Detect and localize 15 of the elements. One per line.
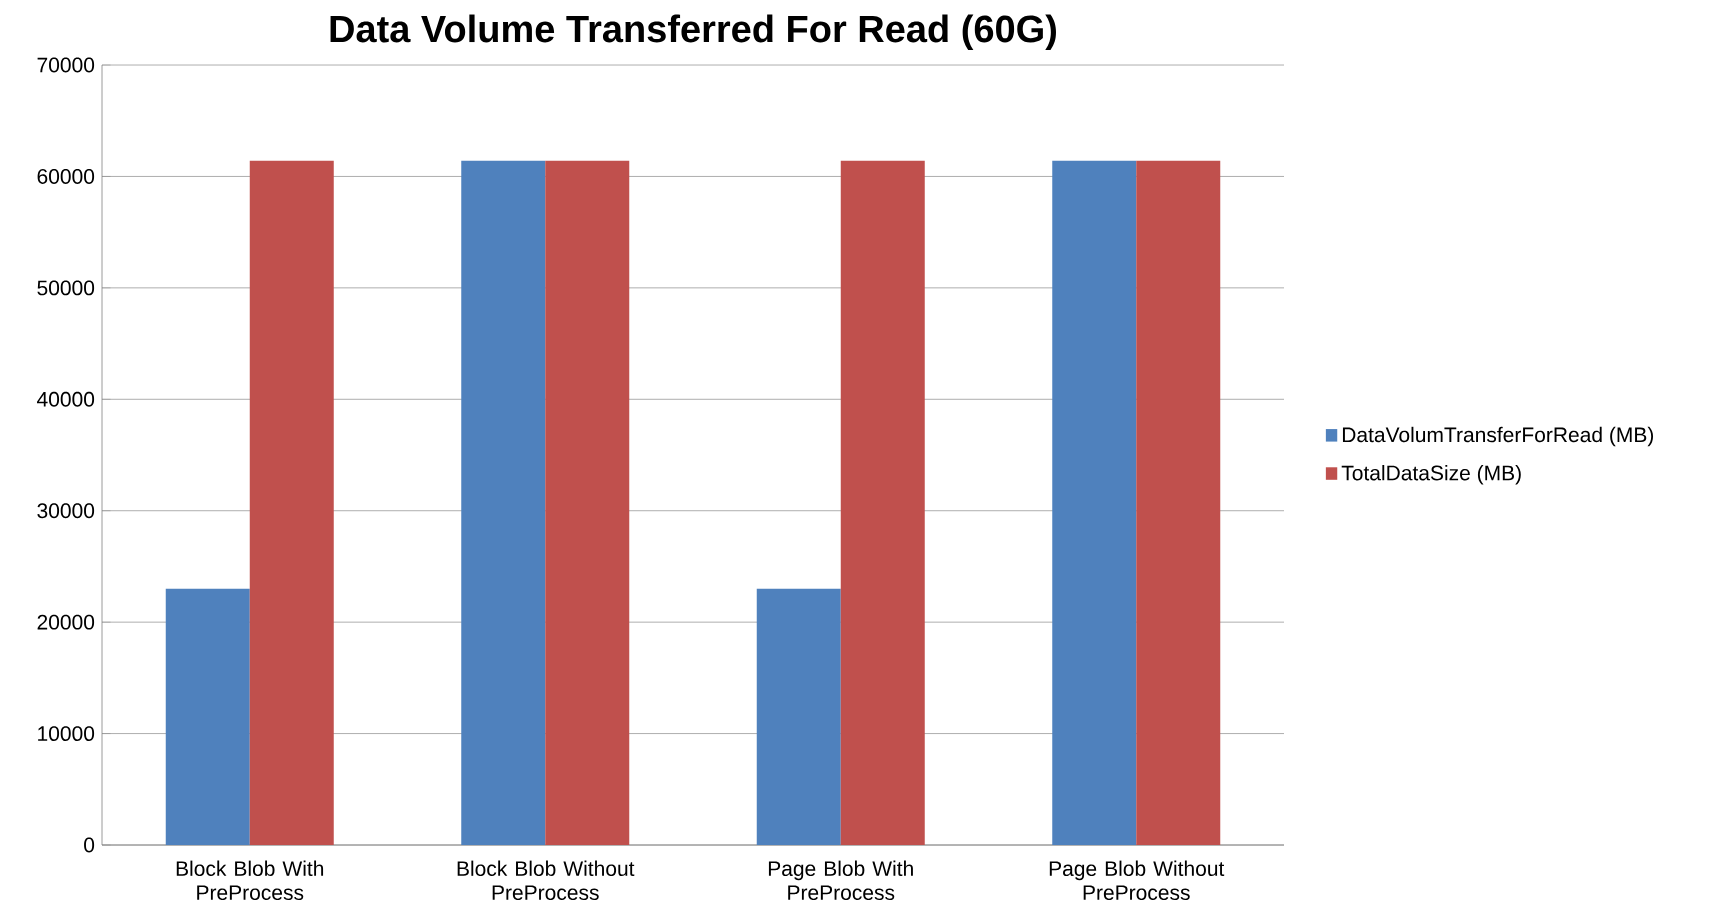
chart-title: Data Volume Transferred For Read (60G) xyxy=(330,14,1056,50)
y-tick-label: 40000 xyxy=(37,391,95,407)
y-tick-label: 70000 xyxy=(37,57,95,73)
x-tick-label: Block Blob Without PreProcess xyxy=(457,860,635,901)
y-tick-label: 60000 xyxy=(37,169,95,184)
x-tick-label: Page Blob With PreProcess xyxy=(768,860,913,901)
y-tick-label: 0 xyxy=(84,837,95,853)
y-tick-label: 20000 xyxy=(37,614,95,630)
legend-label: TotalDataSize (MB) xyxy=(1341,465,1521,485)
x-tick-label: Block Blob With PreProcess xyxy=(176,860,324,901)
y-tick-label: 50000 xyxy=(37,280,95,296)
legend-label: DataVolumTransferForRead (MB) xyxy=(1342,426,1654,447)
y-tick-label: 30000 xyxy=(37,503,95,519)
x-tick-label: Page Blob Without PreProcess xyxy=(1049,860,1225,901)
y-tick-label: 10000 xyxy=(38,726,95,742)
